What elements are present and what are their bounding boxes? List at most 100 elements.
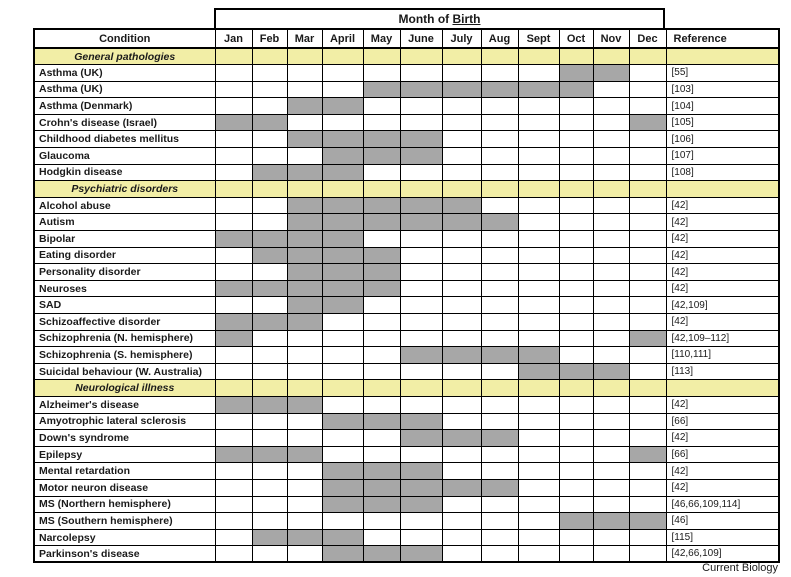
month-cell <box>399 329 443 348</box>
reference-cell: [42,109–112] <box>665 329 780 348</box>
month-cell <box>362 429 401 447</box>
reference-cell: [42] <box>665 230 780 248</box>
condition-cell: Personality disorder <box>33 263 216 281</box>
month-cell-shaded <box>321 213 364 232</box>
month-cell <box>321 512 364 530</box>
reference-cell: [46,66,109,114] <box>665 495 780 514</box>
month-cell <box>480 362 519 381</box>
month-cell-shaded <box>251 246 288 265</box>
condition-row: Suicidal behaviour (W. Australia) [113] <box>33 362 780 381</box>
condition-row: Schizoaffective disorder [42] <box>33 313 780 331</box>
month-cell <box>480 296 519 314</box>
month-cell <box>321 80 364 99</box>
month-cell-shaded <box>214 230 253 248</box>
reference-cell: [42] <box>665 429 780 447</box>
month-cell <box>517 113 560 132</box>
month-cell <box>214 97 253 115</box>
month-cell <box>214 495 253 514</box>
month-cell <box>362 97 401 115</box>
month-cell <box>399 246 443 265</box>
reference-cell: [106] <box>665 130 780 149</box>
month-cell <box>517 395 560 414</box>
month-cell <box>441 329 482 348</box>
month-cell <box>480 445 519 464</box>
month-cell <box>214 462 253 480</box>
month-cell-shaded <box>214 113 253 132</box>
month-cell <box>592 329 630 348</box>
month-cell <box>558 113 594 132</box>
month-cell-shaded <box>286 279 323 298</box>
journal-label: Current Biology <box>702 562 778 574</box>
month-cell <box>251 296 288 314</box>
reference-cell: [104] <box>665 97 780 115</box>
month-cell <box>558 395 594 414</box>
month-cell <box>517 163 560 182</box>
month-column-header: Sept <box>517 28 560 49</box>
month-cell-shaded <box>251 113 288 132</box>
month-cell-shaded <box>592 512 630 530</box>
month-cell-shaded <box>441 196 482 215</box>
month-cell <box>480 313 519 331</box>
section-empty-cell <box>362 379 401 397</box>
month-column-header: Dec <box>628 28 667 49</box>
month-cell-shaded <box>286 313 323 331</box>
month-cell <box>628 230 667 248</box>
month-cell <box>517 147 560 165</box>
condition-row: Parkinson's disease [42,66,109] <box>33 545 780 563</box>
month-cell <box>362 163 401 182</box>
month-cell <box>441 462 482 480</box>
header-row: Condition Jan Feb Mar April May June July Aug Se… <box>33 28 780 49</box>
month-cell-shaded <box>321 528 364 547</box>
section-empty-cell <box>592 47 630 66</box>
month-cell <box>441 246 482 265</box>
month-cell <box>480 130 519 149</box>
month-cell <box>362 313 401 331</box>
month-column-header: May <box>362 28 401 49</box>
month-cell-shaded <box>321 545 364 563</box>
reference-cell: [42] <box>665 462 780 480</box>
month-cell <box>321 429 364 447</box>
section-empty-cell <box>214 379 253 397</box>
month-cell <box>362 113 401 132</box>
section-empty-cell <box>214 47 253 66</box>
month-cell <box>480 97 519 115</box>
month-cell-shaded <box>362 80 401 99</box>
month-cell <box>214 346 253 364</box>
month-cell <box>628 296 667 314</box>
month-cell <box>441 163 482 182</box>
condition-cell: Motor neuron disease <box>33 478 216 497</box>
condition-cell: MS (Northern hemisphere) <box>33 495 216 514</box>
reference-cell: [55] <box>665 64 780 82</box>
month-cell <box>628 147 667 165</box>
condition-cell: Eating disorder <box>33 246 216 265</box>
section-empty-cell <box>517 379 560 397</box>
month-cell-shaded <box>628 329 667 348</box>
condition-row: Amyotrophic lateral sclerosis [66] <box>33 412 780 431</box>
condition-cell: Epilepsy <box>33 445 216 464</box>
month-cell <box>558 545 594 563</box>
month-cell <box>251 545 288 563</box>
month-cell <box>251 478 288 497</box>
condition-cell: Amyotrophic lateral sclerosis <box>33 412 216 431</box>
section-empty-cell <box>441 379 482 397</box>
month-cell <box>628 478 667 497</box>
month-cell <box>558 279 594 298</box>
reference-cell: [105] <box>665 113 780 132</box>
reference-column-header: Reference <box>665 28 780 49</box>
month-cell-shaded <box>399 462 443 480</box>
month-column-header: Mar <box>286 28 323 49</box>
month-cell <box>286 462 323 480</box>
month-cell <box>251 263 288 281</box>
month-cell <box>441 362 482 381</box>
month-cell <box>517 528 560 547</box>
month-cell <box>592 113 630 132</box>
month-cell-shaded <box>286 528 323 547</box>
month-cell-shaded <box>441 80 482 99</box>
month-cell <box>592 196 630 215</box>
month-cell <box>517 230 560 248</box>
section-header-row: Psychiatric disorders <box>33 180 780 198</box>
month-cell <box>286 113 323 132</box>
section-label: Psychiatric disorders <box>33 180 216 198</box>
month-cell <box>558 445 594 464</box>
month-cell <box>592 395 630 414</box>
